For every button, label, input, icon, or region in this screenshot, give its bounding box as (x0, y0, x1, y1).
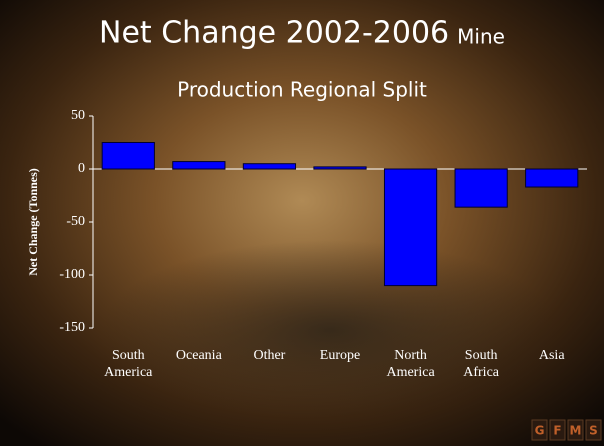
slide: Net Change 2002-2006 Mine Production Reg… (0, 0, 604, 446)
bar (384, 169, 436, 286)
logo-letter: G (535, 424, 545, 438)
bar (455, 169, 507, 207)
x-tick-label: Asia (539, 348, 565, 363)
x-tick-label: Europe (320, 348, 360, 363)
y-tick-label: -50 (66, 214, 85, 229)
chart-title: Net Change 2002-2006 (99, 16, 449, 51)
chart-title-small: Mine (457, 25, 505, 49)
y-axis-label: Net Change (Tonnes) (26, 168, 40, 276)
bar (173, 162, 225, 169)
bar (526, 169, 578, 187)
x-tick-label: Other (253, 348, 285, 363)
y-tick-label: 50 (71, 108, 85, 123)
y-tick-label: -100 (59, 267, 85, 282)
chart-subtitle: Production Regional Split (177, 78, 427, 102)
x-tick-label: Oceania (176, 348, 223, 363)
logo-letter: M (570, 424, 582, 438)
y-tick-label: 0 (78, 161, 85, 176)
y-tick-label: -150 (59, 320, 85, 335)
logo-letter: S (589, 424, 598, 438)
bar (243, 164, 295, 169)
bar (102, 143, 154, 170)
bar (314, 167, 366, 169)
background-shade (100, 240, 560, 420)
logo-letter: F (553, 424, 561, 438)
